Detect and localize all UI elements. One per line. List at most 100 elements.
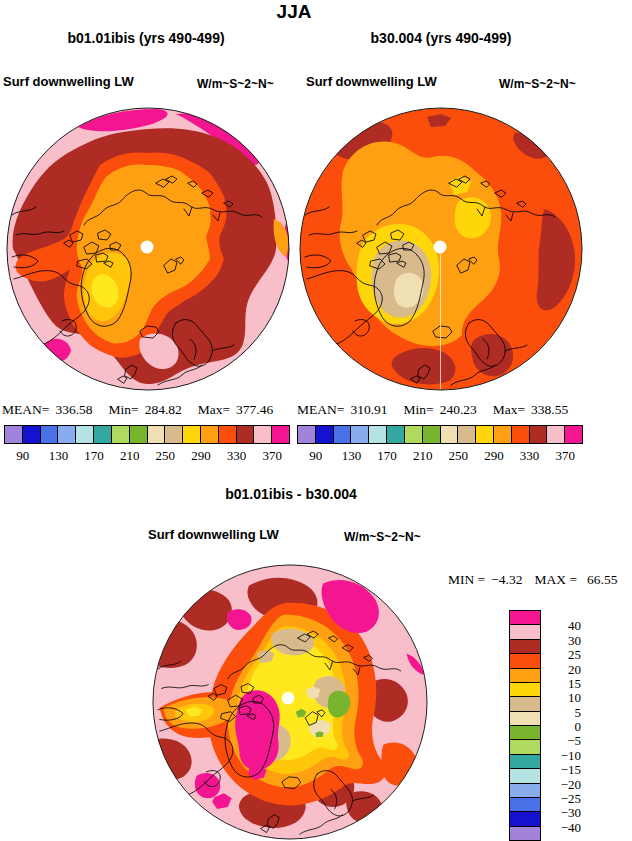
colorbar-tick: 290 <box>191 449 211 462</box>
colorbar-cell <box>253 425 272 444</box>
min-value: 284.82 <box>145 402 182 417</box>
colorbar-cell <box>129 425 148 444</box>
colorbar-cell <box>509 668 541 683</box>
colorbar-cell <box>271 425 290 444</box>
colorbar-tick: 210 <box>120 449 140 462</box>
min-label: MIN = <box>448 572 485 587</box>
mean-value: 336.58 <box>55 402 92 417</box>
colorbar-cell <box>509 739 541 754</box>
panel-left-field-label: Surf downwelling LW <box>3 75 134 89</box>
colorbar-cell <box>40 425 59 444</box>
colorbar-tick: 40 <box>547 619 581 632</box>
min-label: Min= <box>404 402 434 417</box>
colorbar-cell <box>368 425 387 444</box>
colorbar-cell <box>509 610 541 625</box>
colorbar-cell <box>509 811 541 826</box>
colorbar-tick: 330 <box>520 449 540 462</box>
colorbar-cell <box>564 425 583 444</box>
colorbar-cell <box>509 696 541 711</box>
colorbar-tick: 25 <box>547 648 581 661</box>
colorbar-diff: 40302520151050−5−10−15−20−25−30−40 <box>509 611 541 841</box>
diff-title: b01.01ibis - b30.004 <box>225 487 357 502</box>
mean-label: MEAN= <box>297 402 344 417</box>
colorbar-cell <box>404 425 423 444</box>
colorbar-cell <box>509 639 541 654</box>
panel-right-field-label: Surf downwelling LW <box>306 75 437 89</box>
colorbar-cell <box>350 425 369 444</box>
max-label: Max= <box>493 402 525 417</box>
colorbar-tick: −20 <box>547 777 581 790</box>
colorbar-tick: −40 <box>547 820 581 833</box>
colorbar-cell <box>546 425 565 444</box>
figure: JJA b01.01ibis (yrs 490-499) b30.004 (yr… <box>0 0 632 841</box>
colorbar-tick: 90 <box>309 449 322 462</box>
colorbar-tick: −10 <box>547 748 581 761</box>
colorbar-cell <box>509 725 541 740</box>
colorbar-cell <box>164 425 183 444</box>
max-label: MAX = <box>535 572 578 587</box>
map-right <box>299 107 583 391</box>
colorbar-cell <box>509 768 541 783</box>
max-value: 377.46 <box>236 402 273 417</box>
colorbar-cell <box>440 425 459 444</box>
colorbar-cell <box>147 425 166 444</box>
colorbar-tick: 30 <box>547 633 581 646</box>
mean-value: 310.91 <box>350 402 387 417</box>
colorbar-cell <box>297 425 316 444</box>
colorbar-tick: 250 <box>449 449 469 462</box>
diff-field-label: Surf downwelling LW <box>148 528 279 542</box>
max-label: Max= <box>198 402 230 417</box>
colorbar-tick: 5 <box>547 705 581 718</box>
main-title: JJA <box>277 2 312 23</box>
map-left <box>6 107 290 391</box>
max-value: 338.55 <box>531 402 568 417</box>
colorbar-tick: 250 <box>156 449 176 462</box>
map-diff <box>152 564 428 840</box>
colorbar-tick: 130 <box>342 449 362 462</box>
colorbar-tick: 370 <box>262 449 282 462</box>
colorbar-cell <box>57 425 76 444</box>
colorbar-tick: 130 <box>49 449 69 462</box>
colorbar-cell <box>236 425 255 444</box>
colorbar-cell <box>529 425 548 444</box>
colorbar-left: 90130170210250290330370 <box>5 425 290 444</box>
stats-left: MEAN= 336.58 Min= 284.82 Max= 377.46 <box>2 403 273 418</box>
min-label: Min= <box>109 402 139 417</box>
colorbar-tick: −25 <box>547 791 581 804</box>
colorbar-tick: 330 <box>227 449 247 462</box>
colorbar-cell <box>93 425 112 444</box>
min-value: −4.32 <box>491 572 522 587</box>
colorbar-tick: 370 <box>555 449 575 462</box>
colorbar-cell <box>511 425 530 444</box>
colorbar-cell <box>22 425 41 444</box>
colorbar-cell <box>509 653 541 668</box>
panel-right-title: b30.004 (yrs 490-499) <box>371 31 512 46</box>
colorbar-cell <box>315 425 334 444</box>
pole-dot <box>282 692 295 705</box>
colorbar-right: 90130170210250290330370 <box>298 425 583 444</box>
pole-dot <box>141 241 154 254</box>
colorbar-cell <box>509 826 541 841</box>
colorbar-cell <box>457 425 476 444</box>
colorbar-cell <box>493 425 512 444</box>
panel-right-units-label: W/m~S~2~N~ <box>499 78 576 91</box>
colorbar-cell <box>509 754 541 769</box>
panel-left-units-label: W/m~S~2~N~ <box>197 78 274 91</box>
diff-units-label: W/m~S~2~N~ <box>344 531 421 544</box>
colorbar-cell <box>182 425 201 444</box>
stats-right: MEAN=310.91Min=240.23Max=338.55 <box>297 403 568 418</box>
colorbar-tick: 20 <box>547 662 581 675</box>
colorbar-tick: 10 <box>547 691 581 704</box>
colorbar-cell <box>4 425 23 444</box>
colorbar-cell <box>111 425 130 444</box>
colorbar-tick: −5 <box>547 734 581 747</box>
mean-label: MEAN= <box>2 402 49 417</box>
colorbar-tick: 170 <box>377 449 397 462</box>
colorbar-tick: 0 <box>547 720 581 733</box>
colorbar-cell <box>200 425 219 444</box>
panel-left-title: b01.01ibis (yrs 490-499) <box>67 31 224 46</box>
colorbar-cell <box>333 425 352 444</box>
diff-minmax: MIN =−4.32MAX =66.55 <box>448 573 617 588</box>
colorbar-tick: 290 <box>484 449 504 462</box>
pole-dot <box>434 241 447 254</box>
